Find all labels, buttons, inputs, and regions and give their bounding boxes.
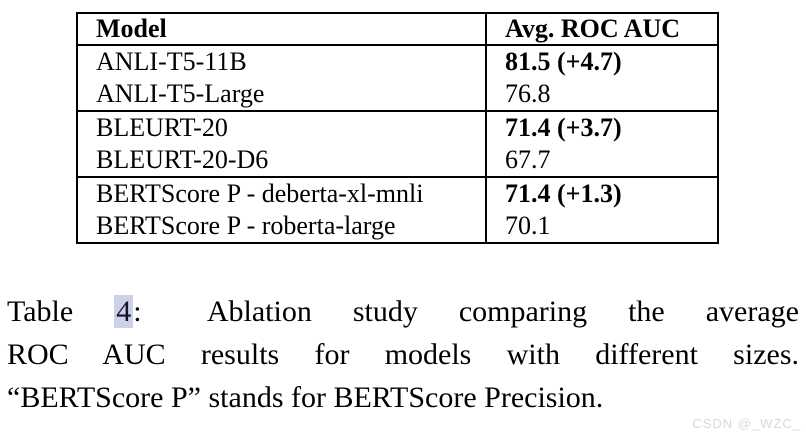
table-row: BERTScore P - deberta-xl-mnli 71.4 (+1.3… xyxy=(77,177,718,210)
model-cell: BERTScore P - roberta-large xyxy=(96,211,396,240)
model-cell: ANLI-T5-Large xyxy=(96,79,265,108)
caption-line-1-text: Ablation study comparing the average xyxy=(206,295,799,328)
table-row: BLEURT-20 71.4 (+3.7) xyxy=(77,111,718,144)
table-row: BERTScore P - roberta-large 70.1 xyxy=(77,210,718,243)
table-caption: Table 4: Ablation study comparing the av… xyxy=(7,290,799,419)
table-row: ANLI-T5-Large 76.8 xyxy=(77,78,718,111)
model-cell: BERTScore P - deberta-xl-mnli xyxy=(96,179,424,208)
caption-label: Table xyxy=(7,295,74,328)
caption-colon: : xyxy=(133,295,142,328)
ablation-table: Model Avg. ROC AUC ANLI-T5-11B 81.5 (+4.… xyxy=(76,12,719,244)
score-cell: 70.1 xyxy=(485,210,718,243)
table-header-row: Model Avg. ROC AUC xyxy=(77,13,718,45)
table-row: BLEURT-20-D6 67.7 xyxy=(77,144,718,177)
column-header-model: Model xyxy=(96,14,167,43)
model-cell: BLEURT-20 xyxy=(96,113,228,142)
csdn-watermark: CSDN @_WZC_ xyxy=(692,416,801,431)
table-row: ANLI-T5-11B 81.5 (+4.7) xyxy=(77,45,718,78)
caption-line-1: Table 4: Ablation study comparing the av… xyxy=(7,290,799,333)
results-table: Model Avg. ROC AUC ANLI-T5-11B 81.5 (+4.… xyxy=(76,12,719,244)
caption-line-2: ROC AUC results for models with differen… xyxy=(7,338,799,371)
caption-line-3: “BERTScore P” stands for BERTScore Preci… xyxy=(7,381,604,414)
model-cell: BLEURT-20-D6 xyxy=(96,145,269,174)
score-cell: 76.8 xyxy=(485,78,718,111)
score-cell: 71.4 (+1.3) xyxy=(485,177,718,210)
table-ref-link[interactable]: 4 xyxy=(114,295,134,328)
score-cell: 71.4 (+3.7) xyxy=(485,111,718,144)
score-cell: 67.7 xyxy=(485,144,718,177)
column-header-avg-roc-auc: Avg. ROC AUC xyxy=(485,13,718,45)
score-cell: 81.5 (+4.7) xyxy=(485,45,718,78)
model-cell: ANLI-T5-11B xyxy=(96,47,247,76)
